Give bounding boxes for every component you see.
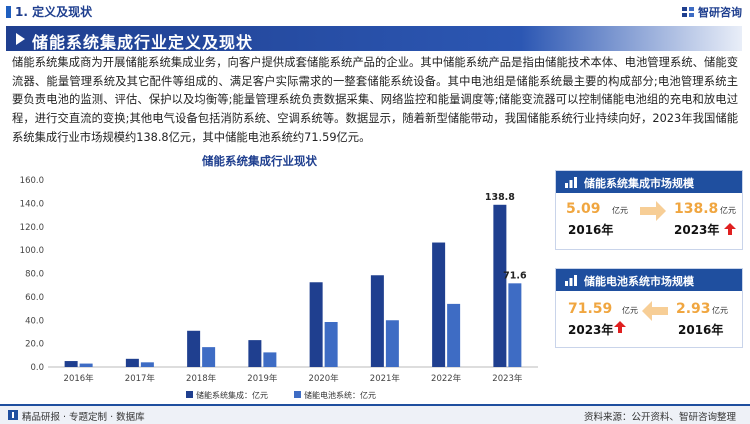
chart-title: 储能系统集成行业现状 — [202, 154, 317, 168]
x-tick-label: 2020年 — [309, 373, 340, 384]
footer-tagline: 精品研报 · 专题定制 · 数据库 — [22, 412, 145, 423]
y-tick-label: 120.0 — [20, 223, 44, 233]
card-header: 储能系统集成市场规模 — [556, 171, 742, 193]
bar-battery — [447, 303, 461, 367]
bar-integration — [125, 358, 139, 367]
unit-label: 亿元 — [720, 206, 736, 215]
up-arrow-icon — [614, 321, 626, 333]
page-title: 储能系统集成行业定义及现状 — [32, 33, 254, 52]
up-arrow-icon — [724, 223, 736, 235]
value-2023: 71.59 — [568, 301, 613, 317]
x-tick-label: 2021年 — [370, 373, 401, 384]
logo-text: 智研咨询 — [698, 6, 742, 19]
bar-battery — [508, 283, 522, 367]
bar-integration — [432, 242, 446, 367]
y-tick-label: 80.0 — [25, 270, 44, 280]
unit-label: 亿元 — [622, 306, 638, 315]
integration-market-card: 储能系统集成市场规模 5.09 亿元 2016年 138.8 亿元 2023年 — [555, 170, 743, 250]
footer-bar: 精品研报 · 专题定制 · 数据库 资料来源：公开资料、智研咨询整理 — [0, 404, 750, 424]
x-tick-label: 2016年 — [64, 373, 95, 384]
legend-label: 储能电池系统：亿元 — [304, 390, 376, 400]
bar-chart-icon — [565, 177, 577, 188]
bar-battery — [263, 352, 277, 367]
intro-paragraph: 储能系统集成商为开展储能系统集成业务，向客户提供成套储能系统产品的企业。其中储能… — [12, 56, 738, 144]
value-2016: 5.09 — [566, 201, 601, 217]
source-note: 资料来源：公开资料、智研咨询整理 — [583, 412, 736, 423]
bar-integration — [187, 330, 201, 367]
legend-swatch — [294, 391, 301, 398]
value-2023: 138.8 — [674, 201, 719, 217]
data-label: 138.8 — [485, 192, 515, 203]
title-band: 储能系统集成行业定义及现状 — [6, 26, 742, 52]
x-tick-label: 2017年 — [125, 373, 156, 384]
year-label: 2023年 — [568, 323, 614, 337]
year-label: 2023年 — [674, 223, 720, 237]
bar-chart: 0.0 20.0 40.0 60.0 80.0 100.0 120.0 140.0 160.0 2… — [20, 176, 538, 400]
x-tick-label: 2019年 — [247, 373, 278, 384]
bar-integration — [309, 282, 323, 367]
top-bar: 1. 定义及现状 智研咨询 — [0, 0, 750, 24]
section-marker — [6, 6, 11, 18]
bar-integration — [248, 340, 262, 367]
logo: 智研咨询 — [681, 4, 742, 20]
growth-arrow-icon — [640, 201, 666, 221]
logo-icon — [682, 7, 694, 17]
bar-integration — [64, 361, 78, 367]
bar-battery — [324, 322, 338, 367]
battery-market-card: 储能电池系统市场规模 71.59 亿元 2023年 2.93 亿元 2016年 — [555, 268, 743, 348]
year-label: 2016年 — [678, 323, 724, 337]
y-tick-label: 0.0 — [30, 363, 44, 373]
value-2016: 2.93 — [676, 301, 711, 317]
growth-arrow-icon — [642, 301, 668, 321]
title-arrow-icon — [16, 33, 25, 45]
card-header: 储能电池系统市场规模 — [556, 269, 742, 291]
bar-battery — [79, 363, 93, 367]
year-label: 2016年 — [568, 223, 614, 237]
legend-label: 储能系统集成：亿元 — [196, 390, 268, 400]
x-tick-label: 2018年 — [186, 373, 217, 384]
section-label: 1. 定义及现状 — [15, 5, 93, 19]
footer-logo-icon — [8, 410, 18, 420]
bar-integration — [370, 275, 384, 367]
bar-chart-icon — [565, 275, 577, 286]
y-tick-label: 40.0 — [25, 316, 44, 326]
x-tick-label: 2022年 — [431, 373, 462, 384]
card-title: 储能系统集成市场规模 — [584, 177, 694, 190]
bar-battery — [385, 320, 399, 367]
legend-swatch — [186, 391, 193, 398]
unit-label: 亿元 — [612, 206, 628, 215]
bar-battery — [140, 362, 154, 367]
y-tick-label: 20.0 — [25, 340, 44, 350]
card-title: 储能电池系统市场规模 — [584, 275, 694, 288]
y-tick-label: 100.0 — [20, 246, 44, 256]
data-label: 71.6 — [503, 270, 527, 281]
bar-battery — [202, 347, 216, 367]
unit-label: 亿元 — [712, 306, 728, 315]
x-tick-label: 2023年 — [492, 373, 523, 384]
y-tick-label: 140.0 — [20, 199, 44, 209]
bar-integration — [493, 204, 507, 367]
y-tick-label: 60.0 — [25, 293, 44, 303]
y-tick-label: 160.0 — [20, 176, 44, 186]
